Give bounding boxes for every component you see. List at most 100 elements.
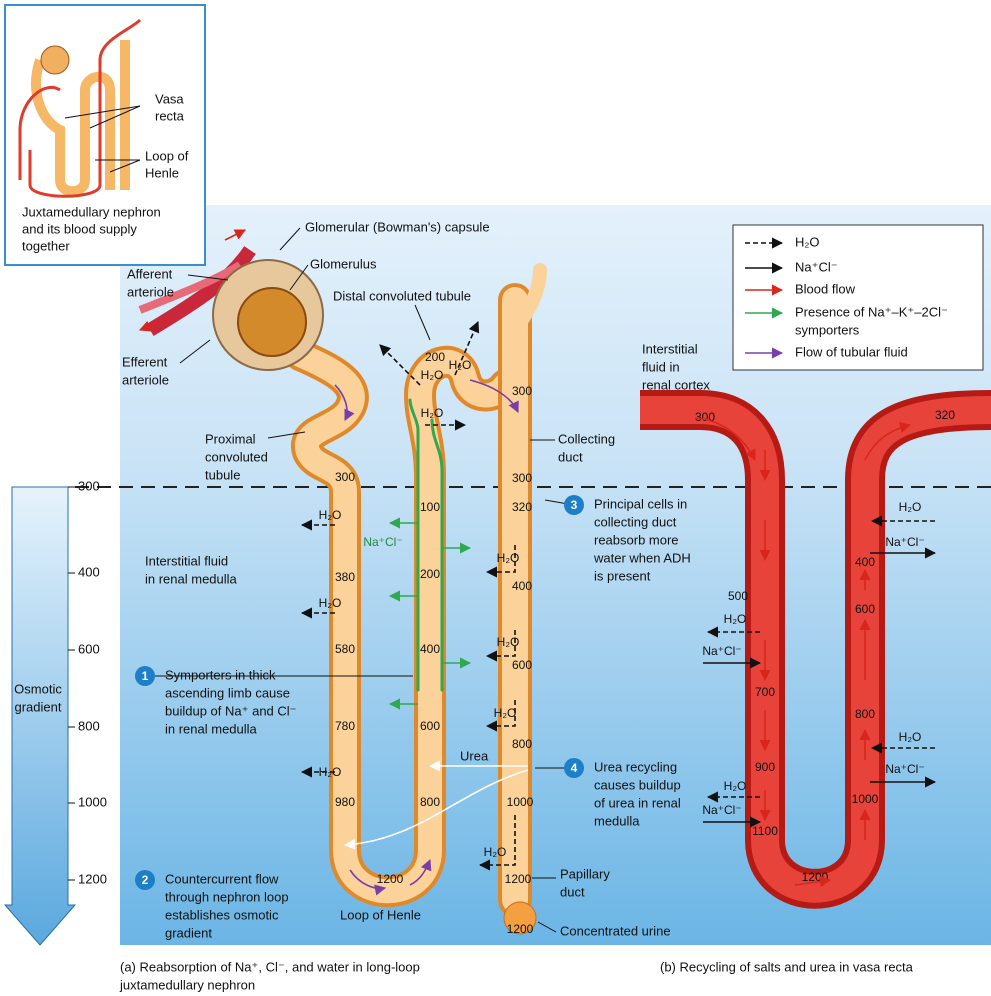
label: Glomerular (Bowman's) capsule	[305, 219, 490, 234]
scale-label: 1200	[78, 871, 107, 886]
water-label: H₂O	[421, 368, 444, 382]
osmolarity-value: 1200	[507, 922, 534, 936]
osmolarity-value: 200	[425, 350, 445, 364]
osmolarity-value: 320	[512, 500, 532, 514]
step-number: 3	[571, 498, 578, 512]
osmolarity-value: 800	[420, 795, 440, 809]
arrow	[224, 229, 247, 241]
legend-label: symporters	[795, 322, 860, 337]
label: Afferent	[127, 266, 173, 281]
osmolarity-value: 1000	[507, 795, 534, 809]
step-badge	[135, 870, 155, 890]
step-text: Symporters in thick	[165, 667, 276, 682]
osmolarity-value: 580	[335, 642, 355, 656]
step-badge	[135, 666, 155, 686]
caption: juxtamedullary nephron	[119, 977, 255, 992]
osmolarity-value: 800	[855, 707, 875, 721]
water-label: H₂O	[724, 612, 747, 626]
water-label: H₂O	[724, 779, 747, 793]
step-text: water when ADH	[593, 550, 691, 565]
label: arteriole	[127, 284, 174, 299]
leader-line	[279, 227, 301, 251]
leader-line	[267, 431, 306, 439]
leader-line	[187, 274, 229, 281]
arrow	[478, 815, 516, 871]
glomerulus	[138, 246, 324, 371]
inset-label: Vasa	[155, 91, 184, 106]
water-label: H₂O	[497, 551, 520, 565]
leader-line	[179, 339, 211, 364]
step-number: 2	[142, 873, 149, 887]
inset-drawing	[18, 18, 142, 198]
osmolarity-value: 500	[728, 589, 748, 603]
osmolarity-value: 1000	[852, 792, 879, 806]
step-text: of urea in renal	[594, 795, 681, 810]
osmolarity-value: 380	[335, 570, 355, 584]
label: duct	[560, 884, 585, 899]
inset-caption: and its blood supply	[22, 221, 137, 236]
arrow	[469, 379, 519, 414]
label: Interstitial fluid	[145, 553, 228, 568]
arrow	[485, 700, 516, 732]
step-text: establishes osmotic	[165, 907, 279, 922]
arrow	[379, 344, 421, 386]
arrow	[138, 317, 171, 332]
scale-label: 1000	[78, 794, 107, 809]
label: arteriole	[122, 372, 169, 387]
inset-label: Loop of	[145, 148, 189, 163]
osmolarity-value: 300	[512, 384, 532, 398]
osmolarity-value: 320	[935, 408, 955, 422]
arrow	[409, 858, 432, 886]
arrow	[485, 545, 516, 578]
osmolarity-value: 600	[855, 602, 875, 616]
salt-label: Na⁺Cl⁻	[702, 803, 741, 817]
label: Papillary	[560, 866, 610, 881]
osmolarity-value: 400	[855, 555, 875, 569]
label: tubule	[205, 467, 240, 482]
step-text: is present	[594, 568, 651, 583]
label: in renal medulla	[145, 571, 238, 586]
osmolarity-value: 600	[512, 658, 532, 672]
salt-label: Na⁺Cl⁻	[885, 762, 924, 776]
inset-label: recta	[155, 108, 185, 123]
label: fluid in	[642, 359, 680, 374]
step-text: collecting duct	[594, 514, 677, 529]
step-text: causes buildup	[594, 777, 681, 792]
water-label: H₂O	[899, 730, 922, 744]
inset-caption: together	[22, 238, 70, 253]
water-label: H₂O	[421, 406, 444, 420]
scale-label: 600	[78, 641, 100, 656]
leader-line	[537, 921, 557, 933]
arrow	[794, 875, 832, 887]
osmolarity-value: 700	[755, 685, 775, 699]
osmolarity-value: 780	[335, 719, 355, 733]
water-label: H₂O	[899, 500, 922, 514]
label: Collecting	[558, 431, 615, 446]
arrow	[343, 769, 529, 850]
salt-label: Na⁺Cl⁻	[363, 535, 402, 549]
step-text: buildup of Na⁺ and Cl⁻	[165, 703, 297, 718]
label: Loop of Henle	[340, 907, 421, 922]
legend-box	[732, 224, 984, 371]
caption: (a) Reabsorption of Na⁺, Cl⁻, and water …	[120, 959, 420, 974]
salt-label: Na⁺Cl⁻	[702, 644, 741, 658]
label: duct	[558, 449, 583, 464]
scale-label: 300	[78, 478, 100, 493]
label: Glomerulus	[310, 256, 377, 271]
arrow	[349, 869, 387, 896]
scale-title: gradient	[15, 699, 62, 714]
water-label: H₂O	[497, 635, 520, 649]
scale-title: Osmotic	[14, 681, 62, 696]
arrow	[694, 417, 756, 462]
step-text: in renal medulla	[165, 721, 258, 736]
label: Efferent	[122, 354, 168, 369]
arrow	[334, 384, 355, 422]
osmolarity-value: 200	[420, 567, 440, 581]
label: renal cortex	[642, 377, 710, 392]
gradient-arrow	[3, 486, 77, 946]
step-badge	[564, 495, 584, 515]
leader-line	[414, 304, 431, 341]
osmolarity-value: 400	[512, 579, 532, 593]
osmolarity-value: 1200	[377, 872, 404, 886]
